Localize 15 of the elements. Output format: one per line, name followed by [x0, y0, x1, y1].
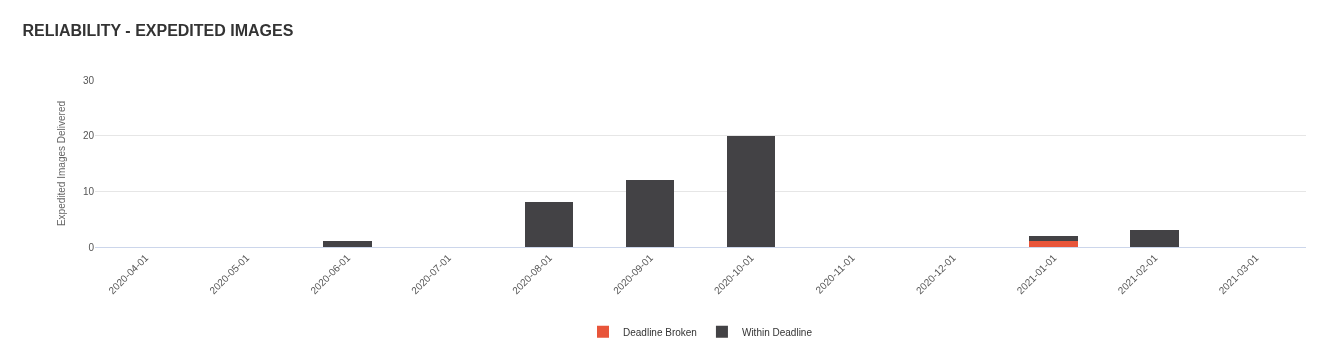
bar: [726, 135, 776, 247]
y-tick-label: 0: [88, 241, 95, 253]
y-tick-label: 30: [82, 74, 95, 86]
bar: [1130, 230, 1179, 247]
bar: [1029, 241, 1078, 247]
bar: [1029, 235, 1078, 242]
y-axis-title: Expedited Images Delivered: [55, 100, 67, 227]
legend-label: Deadline Broken: [623, 326, 697, 338]
bar: [524, 202, 574, 247]
bar: [323, 241, 372, 247]
chart-title: RELIABILITY - EXPEDITED IMAGES: [22, 22, 294, 40]
y-tick-label: 10: [82, 185, 95, 197]
y-tick-label: 20: [82, 130, 95, 142]
bar: [625, 180, 675, 247]
legend-label: Within Deadline: [741, 326, 813, 338]
